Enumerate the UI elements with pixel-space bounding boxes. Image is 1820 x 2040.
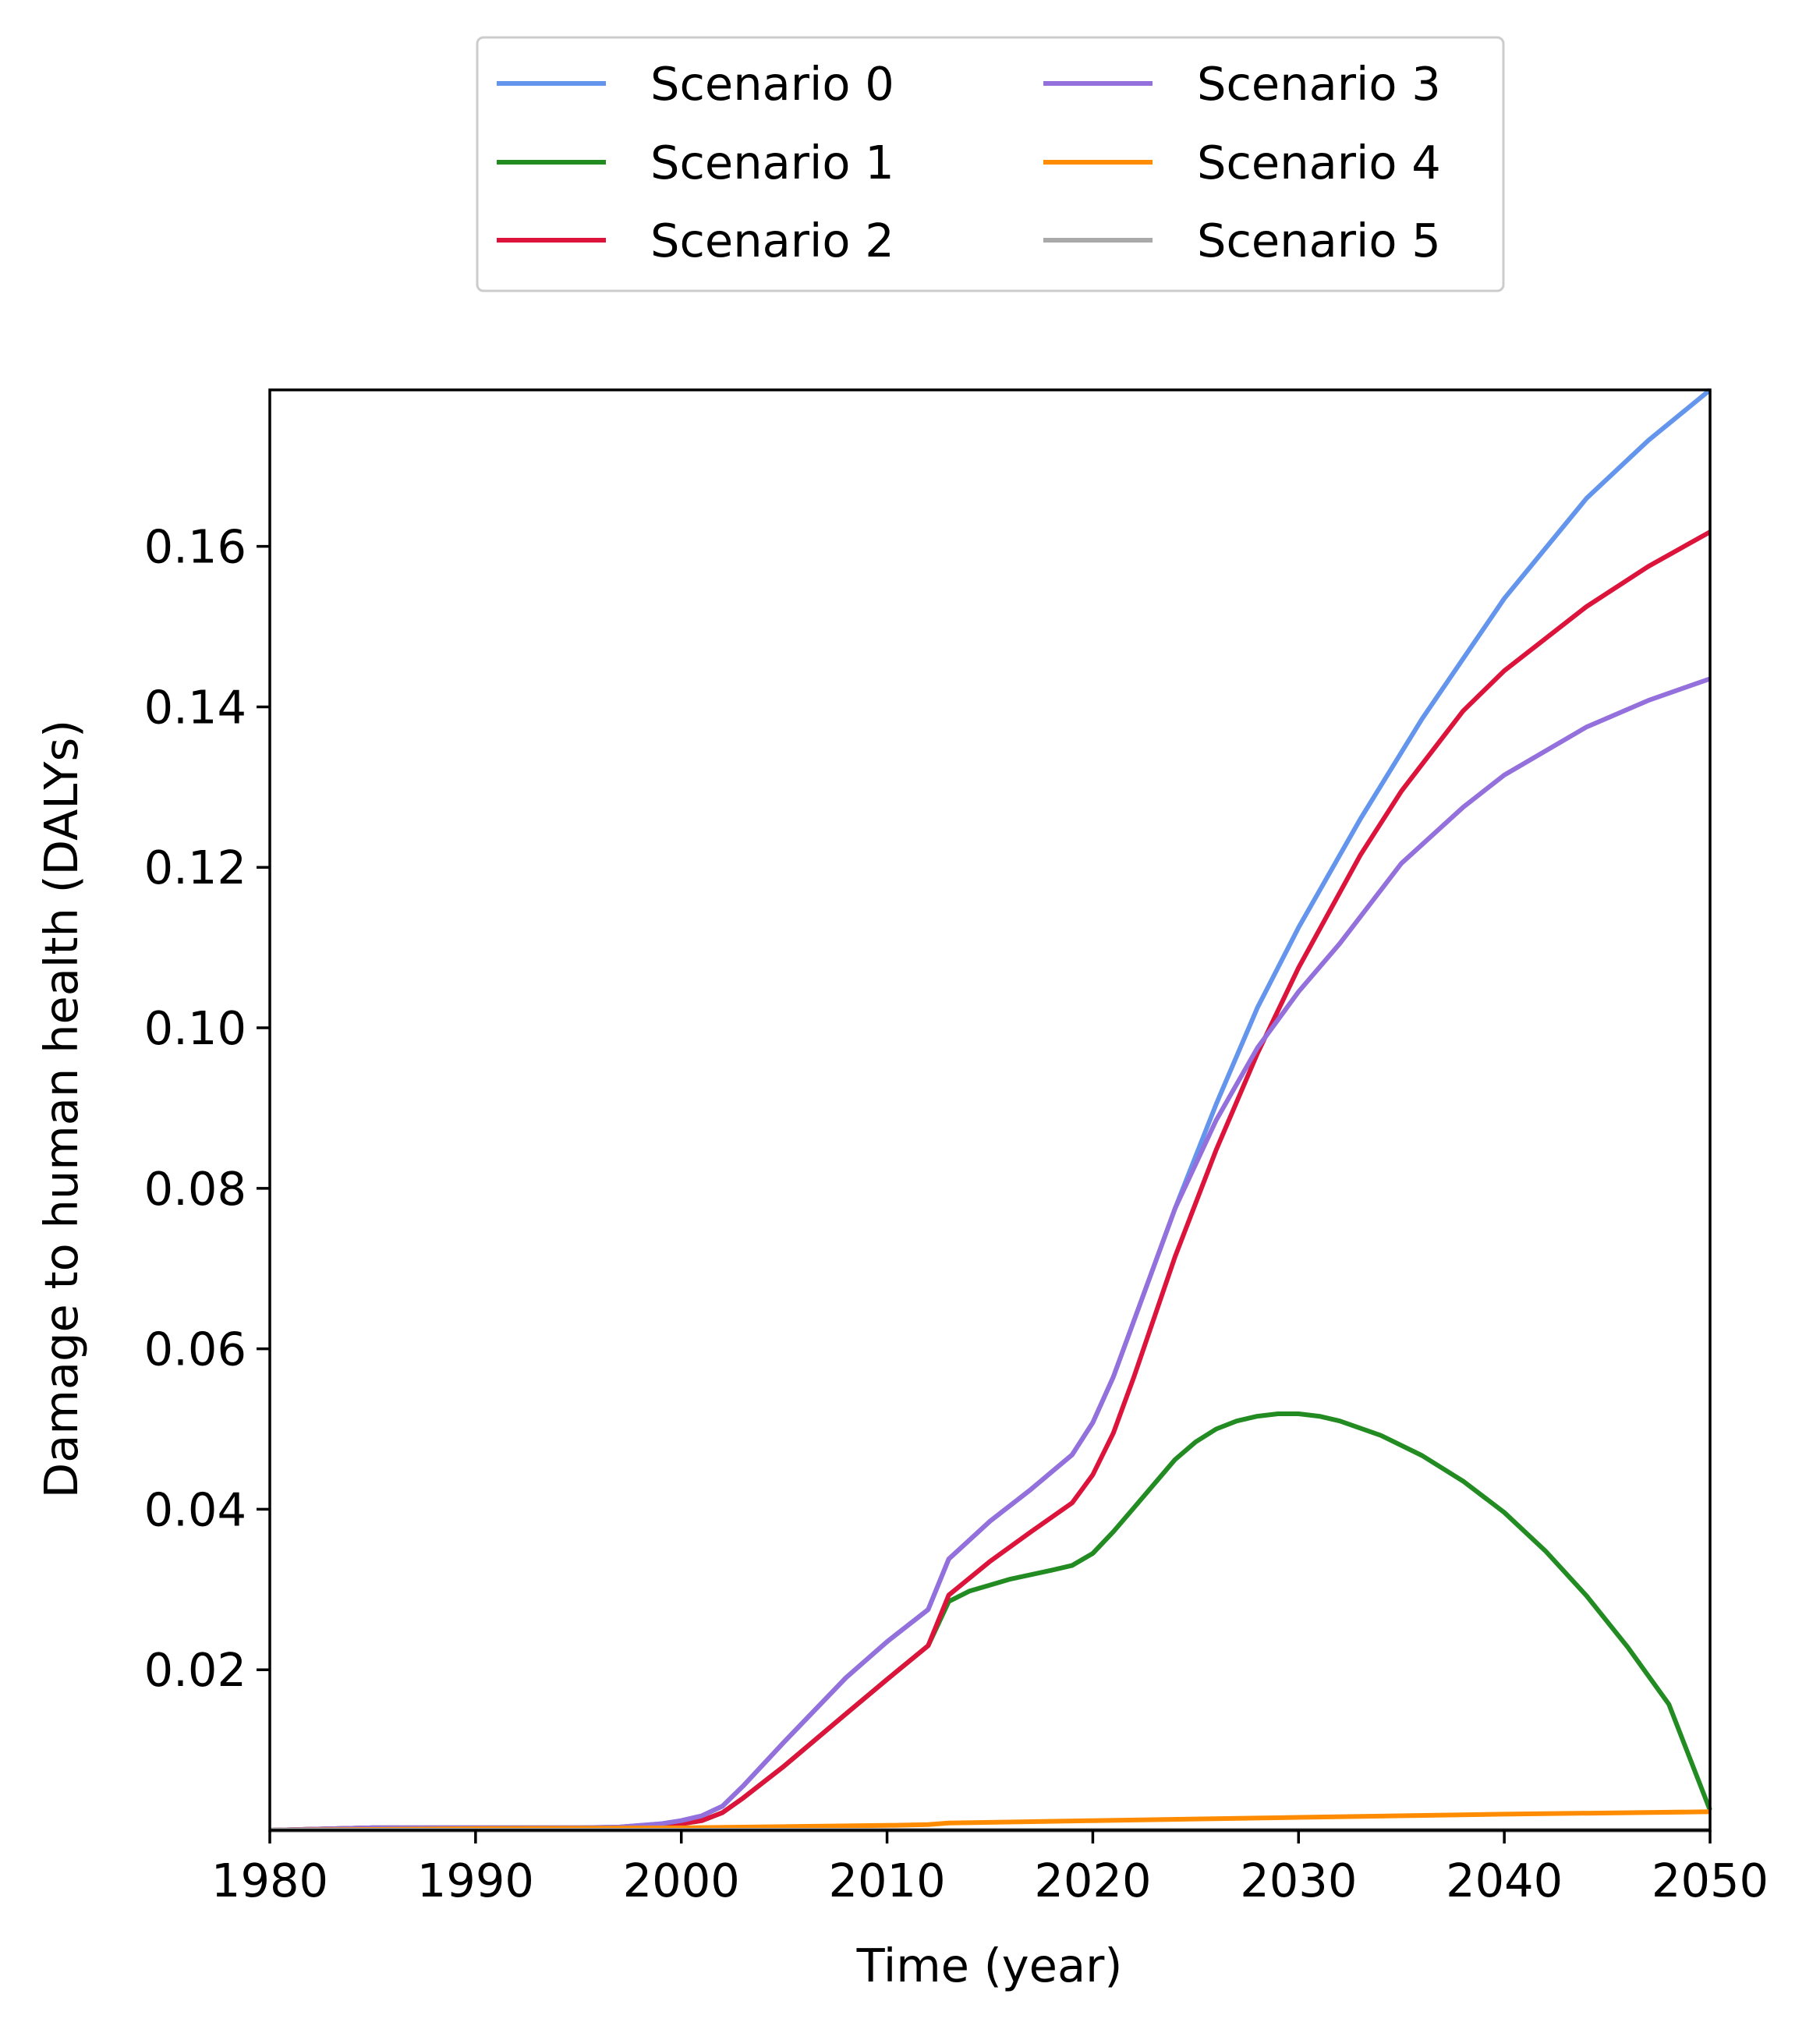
y-tick-label: 0.16 xyxy=(144,520,246,574)
x-axis-label: Time (year) xyxy=(856,1939,1123,1992)
y-tick-label: 0.06 xyxy=(144,1323,246,1376)
x-tick-label: 1990 xyxy=(417,1854,534,1907)
x-tick-label: 2010 xyxy=(828,1854,945,1907)
x-tick-label: 2000 xyxy=(623,1854,740,1907)
legend-label: Scenario 0 xyxy=(650,57,894,111)
y-tick-label: 0.10 xyxy=(144,1001,246,1055)
x-tick-label: 2040 xyxy=(1446,1854,1563,1907)
legend-label: Scenario 1 xyxy=(650,136,894,189)
legend-item-scenario-4: Scenario 4 xyxy=(1043,136,1441,189)
legend: Scenario 0 Scenario 1 Scenario 2 Scenario 3… xyxy=(476,36,1505,292)
legend-item-scenario-0: Scenario 0 xyxy=(497,57,894,111)
y-tick-label: 0.14 xyxy=(144,680,246,734)
legend-item-scenario-5: Scenario 5 xyxy=(1043,214,1441,267)
legend-label: Scenario 3 xyxy=(1197,57,1441,111)
y-tick-label: 0.02 xyxy=(144,1643,246,1697)
legend-label: Scenario 5 xyxy=(1197,214,1441,267)
y-tick-label: 0.12 xyxy=(144,841,246,894)
series-line-scenario-3 xyxy=(269,676,1711,1833)
legend-label: Scenario 4 xyxy=(1197,136,1441,189)
x-tick-label: 2020 xyxy=(1034,1854,1151,1907)
legend-item-scenario-2: Scenario 2 xyxy=(497,214,894,267)
y-axis: 0.02 0.04 0.06 0.08 0.10 0.12 0.14 0.16 xyxy=(144,520,270,1697)
x-tick-label: 2030 xyxy=(1240,1854,1357,1907)
legend-item-scenario-3: Scenario 3 xyxy=(1043,57,1441,111)
legend-item-scenario-1: Scenario 1 xyxy=(497,136,894,189)
legend-frame xyxy=(476,36,1505,292)
x-tick-label: 1980 xyxy=(211,1854,328,1907)
y-axis-label: Damage to human health (DALYs) xyxy=(34,720,88,1498)
legend-label: Scenario 2 xyxy=(650,214,894,267)
x-axis: 1980 1990 2000 2010 2020 2030 2040 2050 xyxy=(211,1830,1769,1907)
plot-frame xyxy=(268,388,1712,1832)
y-tick-label: 0.08 xyxy=(144,1162,246,1216)
y-tick-label: 0.04 xyxy=(144,1482,246,1536)
x-tick-label: 2050 xyxy=(1652,1854,1769,1907)
